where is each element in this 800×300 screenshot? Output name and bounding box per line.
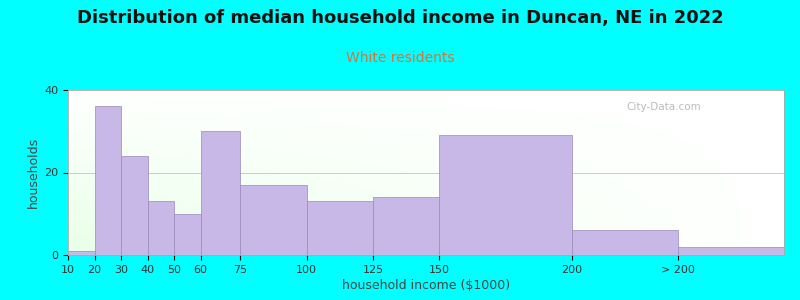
Bar: [121, 156, 147, 255]
Bar: [94, 106, 121, 255]
Bar: [678, 247, 784, 255]
Text: Distribution of median household income in Duncan, NE in 2022: Distribution of median household income …: [77, 9, 723, 27]
Bar: [240, 185, 306, 255]
Bar: [174, 214, 201, 255]
Text: City-Data.com: City-Data.com: [626, 101, 702, 112]
X-axis label: household income ($1000): household income ($1000): [342, 279, 510, 292]
Bar: [68, 251, 94, 255]
Bar: [373, 197, 439, 255]
Text: White residents: White residents: [346, 51, 454, 65]
Bar: [439, 135, 572, 255]
Bar: [572, 230, 678, 255]
Bar: [306, 201, 373, 255]
Bar: [147, 201, 174, 255]
Bar: [201, 131, 240, 255]
Y-axis label: households: households: [27, 137, 40, 208]
